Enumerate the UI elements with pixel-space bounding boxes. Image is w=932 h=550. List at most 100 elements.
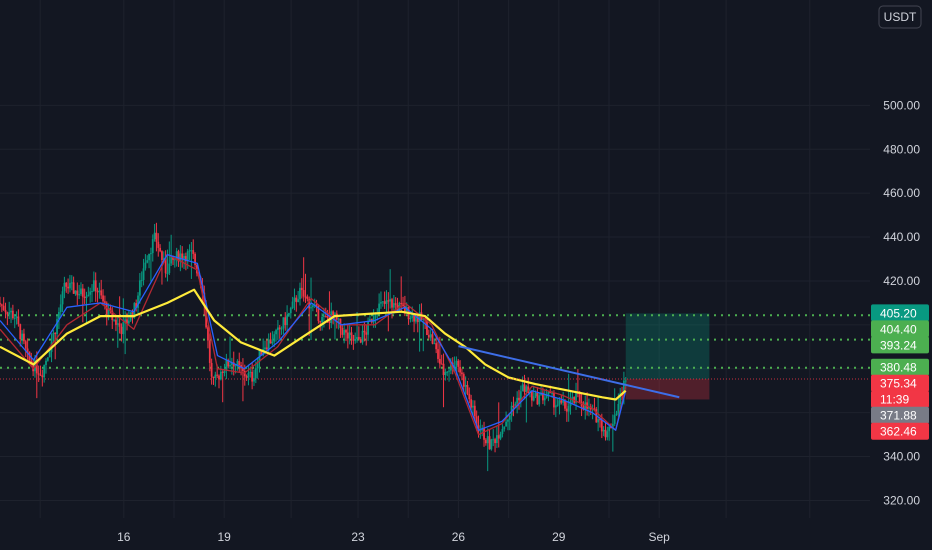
candle	[221, 370, 224, 403]
candle-body	[363, 330, 366, 333]
candle-body	[92, 280, 95, 291]
candle	[556, 398, 559, 407]
price-tag: 393.24	[871, 336, 929, 354]
candle	[302, 257, 305, 302]
candle-body	[161, 251, 163, 261]
candle	[153, 223, 156, 242]
candle-body	[556, 404, 559, 406]
candle	[271, 331, 274, 346]
candle-body	[98, 290, 101, 293]
candle	[78, 284, 81, 300]
candle-body	[267, 339, 270, 350]
candle	[286, 305, 288, 332]
candle	[245, 374, 248, 381]
price-tick-label: 440.00	[883, 230, 920, 244]
candle-body	[39, 374, 42, 376]
candle	[150, 247, 152, 282]
price-tag-background	[871, 336, 929, 354]
candle-body	[488, 436, 491, 450]
candle-body	[300, 287, 303, 291]
candle-body	[269, 339, 272, 344]
candle	[288, 312, 290, 318]
candle	[83, 288, 86, 305]
candle-body	[470, 399, 473, 408]
candle-body	[59, 304, 62, 313]
price-tag-label: 405.20	[880, 306, 917, 320]
candle-body	[148, 253, 150, 261]
long-position-tool[interactable]	[625, 313, 710, 400]
candle-body	[153, 232, 156, 240]
candle-body	[192, 250, 195, 254]
candle-body	[391, 299, 393, 308]
candle-body	[427, 335, 430, 338]
candle-body	[584, 402, 587, 410]
candle-body	[431, 334, 434, 344]
time-axis[interactable]: 16 19 23 26 29 Sep	[117, 530, 670, 544]
candle	[461, 368, 463, 381]
candle-body	[538, 395, 541, 405]
candle	[124, 311, 127, 355]
candle-body	[295, 297, 298, 303]
price-tag-background	[871, 390, 929, 408]
price-tag-background	[871, 304, 929, 322]
candle	[85, 291, 88, 325]
candle-body	[624, 380, 627, 382]
price-tags: 405.20 404.40 393.24 380.48 375.34 11:39 371.8…	[871, 304, 929, 440]
candle	[94, 272, 97, 302]
price-tag: 375.34	[871, 374, 929, 392]
price-tag-label: 371.88	[880, 409, 917, 423]
candle-body	[72, 282, 75, 294]
candle	[26, 338, 29, 360]
candle-body	[194, 253, 196, 265]
candle	[4, 302, 7, 319]
candle	[484, 438, 487, 446]
candle-body	[172, 256, 174, 260]
candle-body	[293, 297, 296, 302]
candle-body	[271, 341, 274, 344]
candle-body	[232, 362, 235, 367]
candle-body	[405, 307, 408, 314]
candle	[385, 290, 388, 313]
price-tag-label: 362.46	[880, 425, 917, 439]
candle-body	[617, 403, 620, 414]
candle	[429, 329, 432, 341]
candle-body	[159, 247, 162, 252]
candle-body	[142, 268, 145, 280]
candle	[46, 357, 49, 362]
candle-body	[273, 334, 276, 342]
candle	[144, 254, 147, 271]
candle	[140, 271, 143, 288]
candle-body	[367, 321, 369, 335]
candle	[483, 421, 485, 447]
candle-body	[54, 332, 57, 334]
candle	[448, 367, 450, 382]
candle	[343, 323, 346, 344]
candle-body	[352, 334, 355, 341]
horizontal-levels[interactable]	[0, 314, 870, 369]
candle-body	[83, 296, 86, 299]
candle	[295, 295, 298, 312]
candle-body	[242, 368, 244, 372]
price-axis[interactable]: 500.00480.00460.00440.00420.00400.00380.…	[870, 0, 932, 550]
position-profit-zone	[625, 313, 710, 379]
candle-body	[100, 290, 103, 296]
candle	[63, 276, 66, 299]
candle-body	[532, 396, 535, 401]
time-tick-label: 16	[117, 530, 131, 544]
candle	[190, 241, 193, 279]
candle	[116, 316, 119, 348]
trendline-group[interactable]	[458, 345, 680, 399]
price-tag-label: 393.24	[880, 338, 917, 352]
candle-body	[457, 360, 460, 367]
candle	[433, 338, 436, 345]
price-tag-background	[871, 358, 929, 376]
candle-body	[243, 371, 246, 377]
candle-body	[464, 384, 467, 387]
candle-body	[96, 291, 99, 293]
candle	[2, 297, 5, 311]
currency-button[interactable]: USDT	[878, 5, 922, 29]
candle-body	[249, 371, 252, 374]
candle-body	[286, 315, 288, 326]
candle-body	[19, 324, 22, 340]
